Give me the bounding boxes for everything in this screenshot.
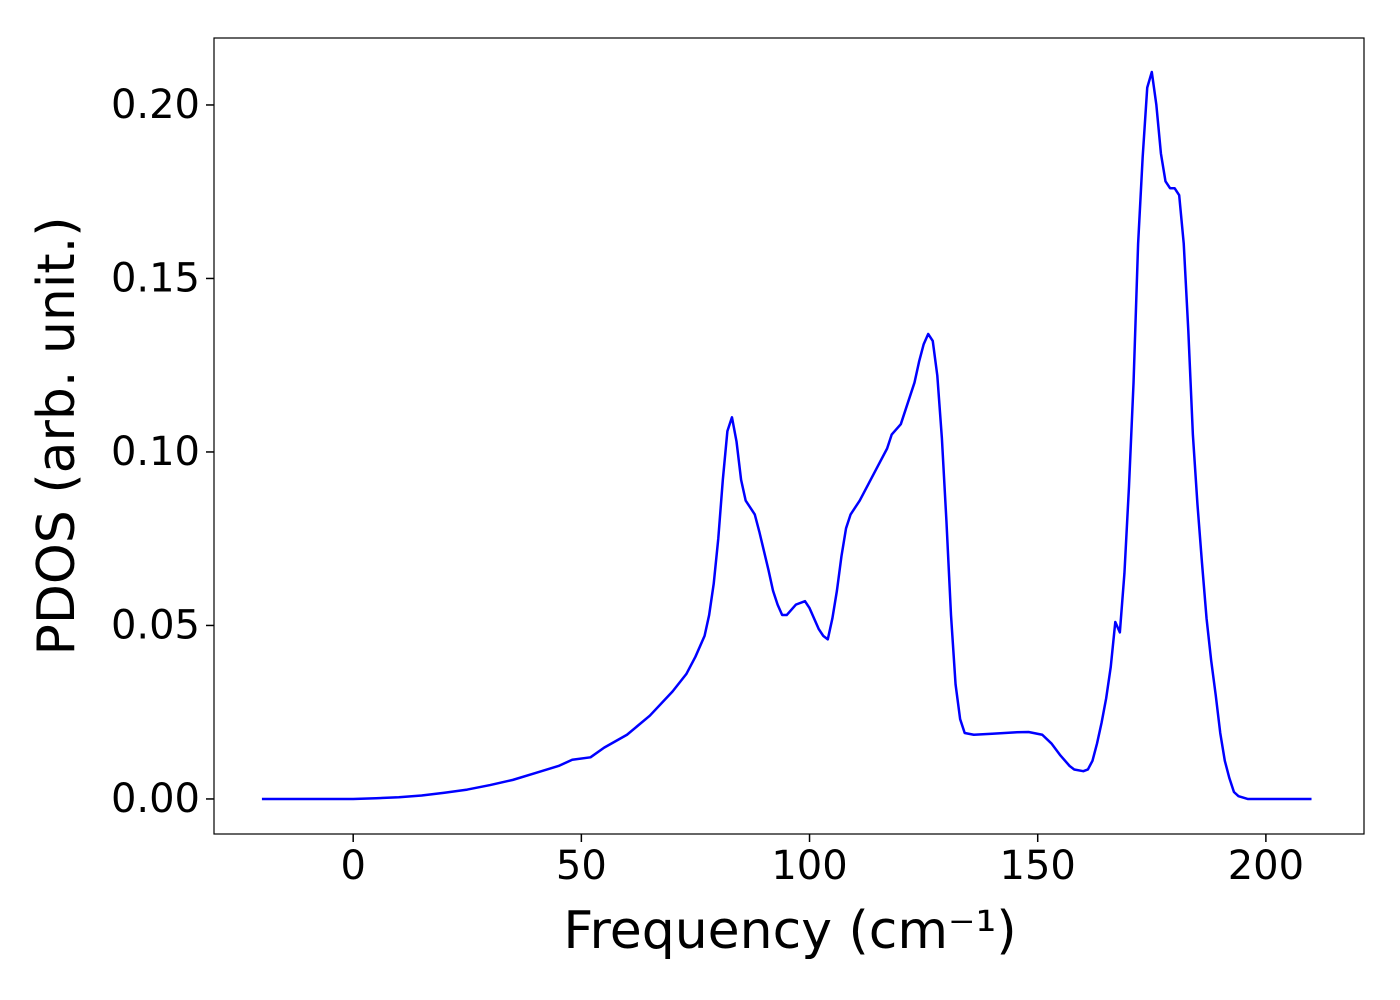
- y-tick-label: 0.15: [111, 255, 200, 301]
- x-tick-label: 50: [556, 843, 607, 889]
- y-tick-label: 0.05: [111, 602, 200, 648]
- x-tick-label: 200: [1228, 843, 1304, 889]
- y-tick-label: 0.20: [111, 82, 200, 128]
- x-tick-label: 150: [1000, 843, 1076, 889]
- y-axis-label: PDOS (arb. unit.): [27, 216, 87, 655]
- x-axis-label: Frequency (cm⁻¹): [563, 901, 1016, 961]
- x-tick-label: 0: [340, 843, 365, 889]
- data-line: [261, 70, 1312, 801]
- plot-frame: [213, 37, 1365, 835]
- x-tick-label: 100: [771, 843, 847, 889]
- y-tick-label: 0.10: [111, 429, 200, 475]
- y-tick-label: 0.00: [111, 776, 200, 822]
